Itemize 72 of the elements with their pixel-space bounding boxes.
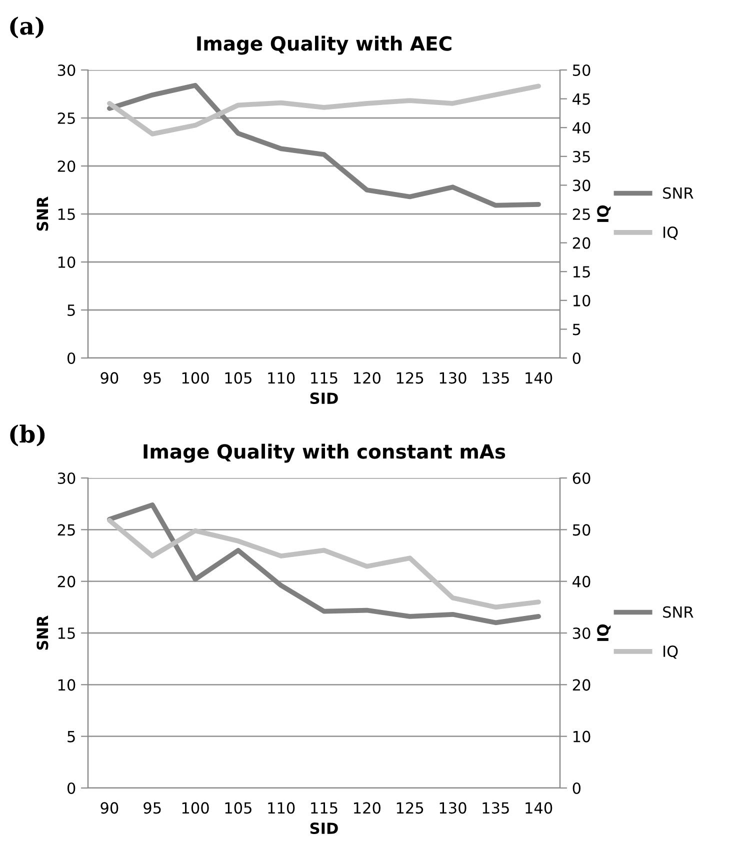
y2-tick-label: 20: [572, 679, 590, 691]
chart-title: Image Quality with constant mAs: [144, 444, 506, 463]
x-tick-label: 115: [311, 802, 338, 814]
x-axis-title: SID: [310, 392, 338, 404]
y-tick-label: 15: [58, 208, 75, 220]
y-tick-label: 20: [58, 576, 76, 588]
y2-tick-label: 30: [572, 627, 590, 640]
chart-title: Image Quality with AEC: [197, 36, 452, 55]
x-tick-label: 135: [482, 802, 509, 814]
x-tick-label: 105: [225, 372, 252, 384]
x-tick-label: 125: [396, 372, 424, 384]
y-tick-label: 30: [58, 472, 76, 484]
x-tick-label: 130: [440, 802, 466, 814]
x-tick-label: 120: [354, 802, 380, 814]
x-tick-label: 95: [144, 372, 161, 384]
line-series: [107, 518, 541, 610]
y-axis-title: SNR: [36, 616, 48, 650]
y2-tick-label: 15: [573, 266, 590, 278]
y2-tick-label: 25: [572, 208, 590, 220]
x-tick-label: 130: [440, 372, 466, 384]
text: (a): [10, 16, 44, 38]
y2-tick-label: 45: [572, 93, 590, 105]
y2-axis-title: IQ: [597, 624, 611, 641]
legend-label: SNR: [663, 606, 694, 618]
x-tick-label: 140: [526, 802, 552, 814]
y2-tick-label: 0: [572, 782, 581, 794]
x-tick-label: 125: [396, 802, 424, 814]
y-axis-title: SNR: [36, 196, 48, 231]
line-series: [107, 84, 541, 136]
x-tick-label: 90: [100, 802, 118, 814]
x-tick-label: 140: [526, 372, 552, 384]
x-tick-label: 100: [182, 372, 209, 384]
x-tick-label: 100: [182, 802, 209, 814]
x-tick-label: 135: [482, 372, 509, 384]
y-tick-label: 25: [58, 112, 75, 124]
y2-tick-label: 20: [572, 237, 590, 249]
x-tick-label: 95: [144, 802, 161, 814]
legend-label: IQ: [664, 645, 678, 659]
legend-label: SNR: [663, 187, 694, 199]
y-tick-label: 0: [67, 352, 76, 364]
y-tick-label: 5: [68, 304, 75, 316]
x-tick-label: 120: [354, 372, 380, 384]
y-tick-label: 25: [58, 524, 75, 536]
line-series: [107, 82, 541, 208]
y-tick-label: 15: [58, 628, 75, 640]
y2-tick-label: 40: [572, 576, 590, 588]
y2-tick-label: 0: [572, 352, 581, 364]
y2-tick-label: 50: [572, 64, 590, 76]
y2-tick-label: 10: [573, 294, 590, 306]
line-series: [107, 502, 541, 626]
text: (b): [10, 424, 45, 446]
y2-tick-label: 60: [572, 472, 590, 484]
y2-axis-title: IQ: [597, 205, 611, 222]
y2-tick-label: 5: [572, 324, 580, 336]
x-tick-label: 110: [268, 372, 295, 384]
y-tick-label: 10: [58, 679, 76, 691]
y2-tick-label: 30: [572, 180, 590, 192]
legend-label: IQ: [664, 226, 678, 240]
y-tick-label: 5: [68, 731, 75, 742]
y2-tick-label: 10: [573, 730, 590, 742]
x-tick-label: 115: [311, 372, 338, 384]
y-tick-label: 30: [58, 64, 76, 76]
y-tick-label: 20: [58, 160, 76, 172]
y-tick-label: 0: [67, 782, 76, 794]
x-axis-title: SID: [310, 822, 338, 834]
y2-tick-label: 35: [572, 150, 590, 162]
x-tick-label: 110: [268, 802, 295, 814]
y-tick-label: 10: [58, 256, 76, 268]
y2-tick-label: 40: [572, 122, 590, 134]
y2-tick-label: 50: [572, 524, 590, 536]
x-tick-label: 90: [100, 372, 118, 384]
x-tick-label: 105: [225, 802, 252, 814]
